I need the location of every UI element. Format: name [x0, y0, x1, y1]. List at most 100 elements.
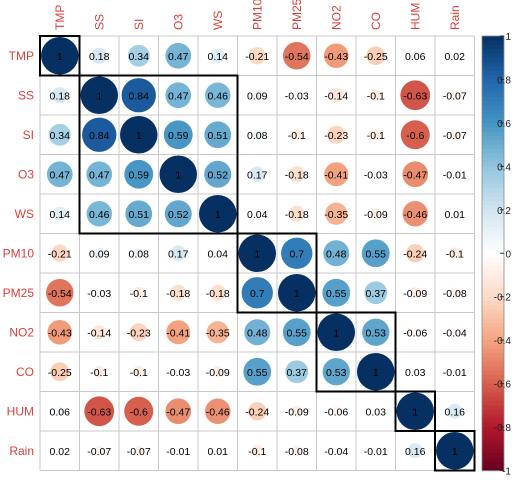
colorbar-segment — [482, 418, 504, 424]
corr-circle-no2-o3 — [166, 320, 191, 345]
corr-circle-pm25-ws — [209, 284, 226, 301]
corr-value-label: -0.01 — [443, 367, 467, 379]
corr-value-label: 0.7 — [250, 288, 265, 300]
corr-value-label: 0.47 — [50, 169, 71, 181]
corr-circle-si-no2 — [327, 125, 346, 144]
column-label: NO2 — [329, 5, 343, 30]
corr-circle-co-o3 — [175, 368, 182, 375]
corr-circle-rain-si — [133, 445, 144, 456]
corr-circle-ss-o3 — [165, 82, 192, 109]
corr-circle-ws-ss — [86, 201, 112, 227]
colorbar-segment — [482, 422, 504, 428]
corr-value-label: 1 — [215, 209, 221, 221]
corr-circle-o3-hum — [402, 161, 429, 188]
corr-circle-si-hum — [400, 120, 430, 150]
corr-value-label: -0.03 — [364, 169, 388, 181]
colorbar-segment — [482, 348, 504, 354]
colorbar-segment — [482, 435, 504, 441]
colorbar-segment — [482, 196, 504, 202]
corr-circle-o3-tmp — [46, 161, 73, 188]
corr-circle-rain-ws — [215, 448, 220, 453]
corr-circle-o3-o3 — [159, 155, 197, 193]
colorbar-segment — [482, 244, 504, 250]
corr-value-label: 0.34 — [129, 51, 150, 63]
colorbar-segment — [482, 227, 504, 233]
corr-value-label: -0.6 — [406, 130, 424, 142]
colorbar-segment — [482, 383, 504, 389]
cluster-box-5 — [394, 390, 436, 432]
corr-value-label: 0.46 — [89, 209, 110, 221]
colorbar-segment — [482, 209, 504, 215]
corr-value-label: 0.84 — [129, 90, 150, 102]
corr-value-label: 0.48 — [247, 327, 268, 339]
corr-circle-o3-rain — [452, 172, 457, 177]
colorbar-segment — [482, 344, 504, 350]
corr-circle-ws-pm10 — [253, 210, 261, 218]
colorbar-segment — [482, 309, 504, 315]
corr-circle-ss-si — [121, 78, 156, 113]
corr-value-label: 0.59 — [168, 130, 189, 142]
colorbar-segment — [482, 201, 504, 207]
colorbar-segment — [482, 83, 504, 89]
row-label-layer: TMP SS SI O3 WS PM10 PM25 NO2 CO HUM Rain — [3, 49, 35, 458]
corr-value-label: 0.08 — [247, 130, 268, 142]
colorbar-segment — [482, 257, 504, 263]
colorbar-segment — [482, 248, 504, 254]
corr-value-label: -0.07 — [127, 446, 151, 458]
corr-circle-co-pm25 — [285, 360, 309, 384]
colorbar-segment — [482, 314, 504, 320]
colorbar-segment — [482, 301, 504, 306]
corr-circle-tmp-ss — [91, 47, 108, 64]
corr-circle-no2-co — [362, 318, 390, 346]
colorbar-segment — [482, 66, 504, 72]
colorbar-segment — [482, 335, 504, 341]
corr-circle-si-co — [369, 128, 382, 141]
corr-circle-hum-no2 — [331, 406, 341, 416]
column-label: PM10 — [250, 0, 264, 30]
corr-circle-si-tmp — [48, 123, 71, 146]
row-label: SI — [23, 128, 34, 142]
corr-value-label: 0.34 — [50, 130, 71, 142]
corr-value-label: 0.52 — [168, 209, 189, 221]
corr-value-label: 0.59 — [129, 169, 150, 181]
row-label: CO — [16, 365, 34, 379]
corr-circle-rain-no2 — [332, 447, 340, 455]
corr-circle-no2-pm10 — [244, 319, 271, 346]
corr-circle-tmp-ws — [210, 48, 225, 63]
corr-circle-ss-ws — [205, 82, 231, 108]
corr-value-label: -0.01 — [364, 446, 388, 458]
corr-value-label: 0.51 — [208, 130, 229, 142]
colorbar-segment — [482, 440, 504, 446]
corr-circle-no2-ss — [92, 325, 107, 340]
colorbar-segment — [482, 92, 504, 98]
colorbar-segment — [482, 453, 504, 459]
corr-circle-o3-si — [124, 159, 154, 189]
colorbar-segment — [482, 370, 504, 376]
corr-value-label: -0.06 — [324, 406, 348, 418]
colorbar-segment — [482, 36, 504, 41]
corr-circle-no2-rain — [451, 328, 459, 336]
corr-value-label: -0.06 — [403, 327, 427, 339]
corr-circle-pm25-si — [132, 286, 145, 299]
corr-value-label: -0.04 — [324, 446, 348, 458]
column-label: CO — [369, 12, 383, 30]
corr-circle-ss-co — [369, 89, 382, 102]
colorbar-segment — [482, 44, 504, 50]
corr-value-label: -0.47 — [166, 406, 190, 418]
corr-circle-tmp-no2 — [323, 43, 349, 69]
corr-value-label: 0.53 — [326, 367, 347, 379]
colorbar-segment — [482, 431, 504, 437]
corr-value-label: -0.03 — [285, 90, 309, 102]
corr-value-label: -0.35 — [324, 209, 348, 221]
corr-value-label: 0.52 — [208, 169, 229, 181]
corr-circle-pm25-rain — [449, 287, 461, 299]
corr-circle-o3-pm25 — [288, 166, 305, 183]
corr-circle-no2-no2 — [317, 313, 355, 351]
corr-circle-pm10-tmp — [51, 244, 69, 262]
corr-value-label: -0.1 — [446, 248, 464, 260]
corr-value-label: 0.08 — [129, 248, 150, 260]
colorbar-segment — [482, 466, 504, 472]
corr-value-label: 0.06 — [405, 51, 426, 63]
column-label-layer: TMP SS SI O3 WS PM10 PM25 NO2 CO HUM Rain — [53, 0, 462, 30]
corr-value-label: -0.18 — [285, 169, 309, 181]
